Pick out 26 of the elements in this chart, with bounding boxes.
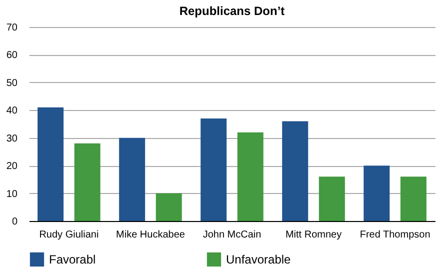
y-tick-label: 40 <box>6 106 18 117</box>
bar <box>74 143 100 221</box>
y-tick-label: 60 <box>6 50 18 62</box>
bar <box>38 107 64 221</box>
bar <box>318 176 345 221</box>
y-tick-label: 0 <box>12 216 18 228</box>
y-tick-label: 20 <box>6 161 18 172</box>
x-tick-label: Mike Huckabee <box>116 230 186 240</box>
bar <box>364 166 390 221</box>
bar <box>156 193 182 221</box>
legend-label: Favorabl <box>49 252 96 266</box>
legend-label: Unfavorable <box>226 252 292 266</box>
y-tick-label: 50 <box>6 78 18 89</box>
bar <box>400 176 426 221</box>
bar <box>200 118 227 221</box>
bar <box>119 138 146 221</box>
x-tick-label: Mitt Romney <box>285 230 342 240</box>
chart-title: Republicans Don’t <box>179 4 285 18</box>
bar <box>282 121 308 221</box>
x-tick-label: Rudy Giuliani <box>39 230 99 240</box>
x-tick-label: John McCain <box>202 230 262 240</box>
bar <box>237 132 264 221</box>
y-tick-label: 70 <box>6 22 18 34</box>
y-tick-label: 10 <box>6 188 18 200</box>
y-tick-label: 30 <box>6 133 18 144</box>
x-tick-label: Fred Thompson <box>360 230 430 240</box>
